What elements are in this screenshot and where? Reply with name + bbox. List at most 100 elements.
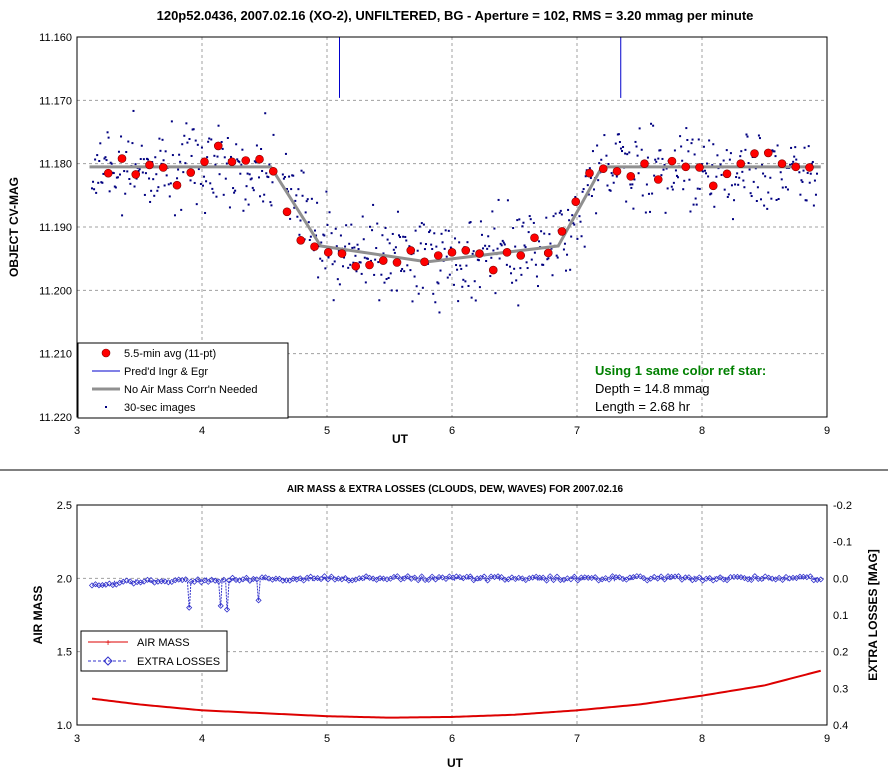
image-point xyxy=(588,167,591,170)
image-point xyxy=(550,247,553,250)
image-point xyxy=(618,140,621,143)
image-point xyxy=(282,177,285,180)
image-point xyxy=(222,193,225,196)
image-point xyxy=(217,124,220,127)
image-point xyxy=(547,257,550,260)
image-point xyxy=(125,151,128,154)
image-point xyxy=(649,210,652,213)
image-point xyxy=(368,225,371,228)
losses-point xyxy=(342,575,349,582)
image-point xyxy=(212,191,215,194)
avg-point xyxy=(103,168,113,178)
losses-point xyxy=(404,573,411,580)
image-point xyxy=(201,184,204,187)
image-point xyxy=(181,143,184,146)
image-point xyxy=(359,261,362,264)
top-x-axis-label: UT xyxy=(392,432,409,446)
image-point xyxy=(680,145,683,148)
image-point xyxy=(512,227,515,230)
image-point xyxy=(376,222,379,225)
image-point xyxy=(455,264,458,267)
image-point xyxy=(253,160,256,163)
image-point xyxy=(428,231,431,234)
y2-tick-label: -0.1 xyxy=(833,537,852,549)
image-point xyxy=(347,266,350,269)
image-point xyxy=(155,173,158,176)
image-point xyxy=(196,143,199,146)
bottom-grid xyxy=(77,505,827,725)
image-point xyxy=(179,160,182,163)
image-point xyxy=(548,233,551,236)
image-point xyxy=(131,142,134,145)
image-point xyxy=(254,161,257,164)
image-point xyxy=(715,175,718,178)
image-point xyxy=(225,162,228,165)
image-point xyxy=(750,195,753,198)
losses-point xyxy=(807,573,814,580)
image-point xyxy=(111,171,114,174)
image-point xyxy=(780,178,783,181)
image-point xyxy=(467,284,470,287)
losses-point xyxy=(467,573,474,580)
image-point xyxy=(716,154,719,157)
image-point xyxy=(629,183,632,186)
image-point xyxy=(589,176,592,179)
image-point xyxy=(690,142,693,145)
avg-point xyxy=(530,233,539,243)
losses-point xyxy=(397,576,404,583)
image-point xyxy=(530,258,533,261)
image-point xyxy=(524,246,527,249)
image-point xyxy=(489,275,492,278)
losses-point xyxy=(553,573,561,580)
image-point xyxy=(813,179,816,182)
avg-point xyxy=(640,159,649,168)
image-point xyxy=(383,281,386,284)
legend-avg-marker xyxy=(101,348,111,358)
image-point xyxy=(706,162,709,165)
bottom-x-axis-label: UT xyxy=(447,756,464,770)
image-point xyxy=(551,274,554,277)
losses-point xyxy=(217,602,224,609)
chart-title: 120p52.0436, 2007.02.16 (XO-2), UNFILTER… xyxy=(157,8,754,23)
image-point xyxy=(177,168,180,171)
avg-point xyxy=(241,156,251,165)
image-point xyxy=(755,199,758,202)
avg-point xyxy=(378,256,388,265)
image-point xyxy=(353,246,356,249)
losses-point xyxy=(349,577,356,584)
image-point xyxy=(644,211,647,214)
losses-point xyxy=(619,575,627,583)
image-point xyxy=(526,267,529,270)
losses-point xyxy=(205,578,212,585)
legend-images-marker xyxy=(105,406,107,408)
legend-losses-label: EXTRA LOSSES xyxy=(137,656,220,668)
legend-images-label: 30-sec images xyxy=(124,402,196,414)
losses-point xyxy=(494,573,502,580)
image-point xyxy=(144,172,147,175)
image-point xyxy=(454,237,457,240)
image-point xyxy=(697,138,700,141)
image-point xyxy=(335,245,338,248)
losses-point xyxy=(658,573,665,580)
image-point xyxy=(414,229,417,232)
image-point xyxy=(265,172,268,175)
legend-airmass-marker: + xyxy=(105,638,111,649)
bottom-y-axis-label: AIR MASS xyxy=(31,586,45,645)
losses-point xyxy=(223,606,231,613)
losses-point xyxy=(215,578,222,585)
image-point xyxy=(322,233,325,236)
image-point xyxy=(141,171,144,174)
image-point xyxy=(748,168,751,171)
avg-point xyxy=(310,242,319,251)
image-point xyxy=(385,278,388,281)
avg-point xyxy=(598,164,608,174)
losses-point xyxy=(290,575,297,582)
avg-point xyxy=(777,159,787,168)
image-point xyxy=(323,234,326,237)
image-point xyxy=(148,177,151,180)
image-point xyxy=(711,164,714,167)
image-point xyxy=(457,300,460,303)
image-point xyxy=(758,137,761,140)
image-point xyxy=(413,275,416,278)
